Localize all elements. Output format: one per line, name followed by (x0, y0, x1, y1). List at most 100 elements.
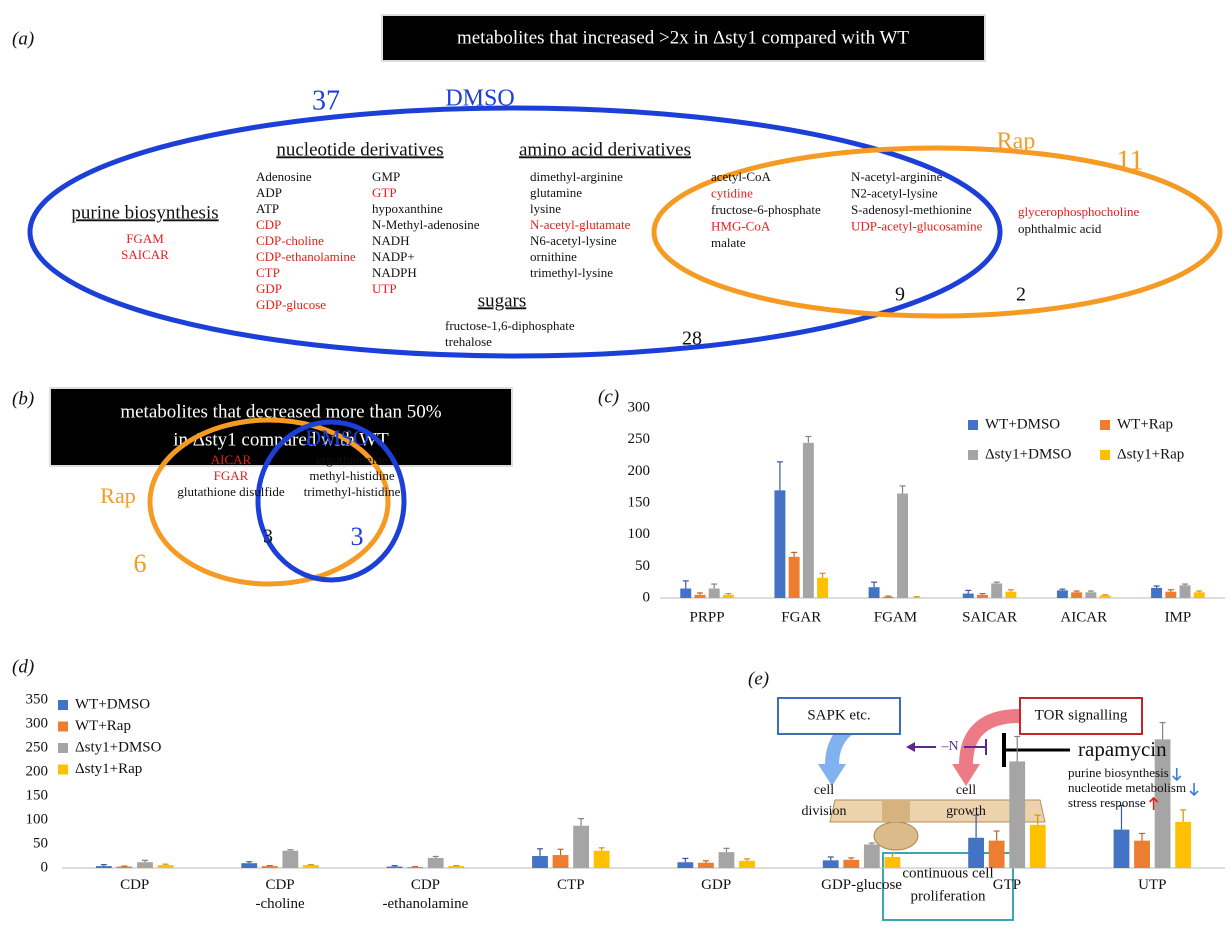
error-bar (1182, 583, 1189, 586)
error-bar (848, 857, 855, 860)
set-dmso (255, 419, 407, 583)
bar (962, 593, 974, 598)
error-bar (1059, 588, 1066, 591)
bar (802, 442, 814, 598)
metabolite: NADPH (372, 265, 417, 280)
x-tick-label: GTP (992, 877, 1022, 893)
y-tick-label: 100 (628, 526, 651, 542)
error-bar (702, 860, 709, 863)
legend-label: Δsty1+Rap (1117, 446, 1184, 462)
y-tick-label: 150 (628, 494, 651, 510)
bar (722, 594, 734, 598)
bar (739, 860, 755, 868)
metabolite: cytidine (711, 185, 753, 200)
metabolite: glycerophosphocholine (1018, 204, 1140, 219)
group-heading: purine biosynthesis (71, 202, 218, 223)
bar (677, 862, 694, 868)
bar (1179, 585, 1191, 598)
bar (448, 866, 465, 868)
error-bar (744, 858, 751, 861)
x-tick-label: PRPP (690, 609, 725, 625)
legend-label: WT+DMSO (75, 696, 150, 712)
y-tick-label: 50 (635, 558, 650, 574)
set-total: 3 (351, 522, 364, 551)
bar (991, 583, 1003, 598)
bar (1085, 592, 1097, 598)
error-bar (1167, 589, 1174, 592)
error-bar (913, 596, 920, 598)
y-tick-label: 50 (33, 835, 48, 851)
legend-label: WT+DMSO (985, 416, 1060, 432)
metabolite: ADP (256, 185, 282, 200)
set-rap (651, 145, 1223, 319)
metabolite: fructose-1,6-diphosphate (445, 318, 575, 333)
bar (1151, 587, 1163, 598)
x-tick-label: CDP -ethanolamine (382, 877, 469, 912)
set-dmso (27, 105, 1003, 359)
inhibition-label: –N (940, 739, 958, 754)
error-bar (1073, 590, 1080, 593)
effect-label: nucleotide metabolism (1068, 780, 1186, 795)
metabolite: FGAR (214, 468, 249, 483)
effect-arrow-head (1149, 796, 1159, 803)
error-bar (776, 461, 783, 491)
set-total: 11 (1117, 145, 1144, 176)
bar (116, 866, 133, 868)
error-bar (682, 857, 689, 863)
x-tick-label: FGAM (874, 609, 917, 625)
bar (1071, 592, 1083, 598)
metabolite: N-acetyl-arginine (851, 169, 943, 184)
panel-label: (e) (748, 668, 769, 689)
x-tick-label: IMP (1165, 609, 1192, 625)
metabolite: trehalose (445, 334, 492, 349)
metabolite: ATP (256, 201, 279, 216)
metabolite: S-adenosyl-methionine (851, 202, 972, 217)
error-bar (993, 830, 1000, 841)
bar (694, 594, 706, 598)
metabolite: UTP (372, 281, 397, 296)
sapk-box (777, 697, 901, 735)
error-bar (1159, 721, 1166, 740)
error-bar (889, 852, 896, 857)
legend-swatch (58, 764, 68, 775)
bar (532, 856, 548, 868)
bar (593, 850, 610, 868)
set-rap (147, 417, 391, 587)
error-bar (965, 589, 972, 594)
bar (708, 588, 720, 598)
bar (407, 867, 424, 868)
y-tick-label: 200 (628, 463, 651, 479)
bar (988, 840, 1005, 868)
metabolite: GTP (372, 185, 397, 200)
metabolite: trimethyl-histidine (304, 484, 401, 499)
error-bar (1087, 590, 1094, 593)
metabolite: GDP-glucose (256, 297, 326, 312)
node-label: continuous cell (902, 865, 993, 881)
bar (386, 866, 403, 868)
metabolite: CDP-ethanolamine (256, 249, 356, 264)
error-bar (973, 814, 980, 838)
bar (884, 856, 901, 868)
legend-label: Δsty1+Rap (75, 761, 142, 777)
bar (1175, 821, 1192, 868)
bar (157, 865, 174, 868)
error-bar (162, 863, 169, 866)
metabolite: NADP+ (372, 249, 415, 264)
error-bar (791, 551, 798, 557)
bar (774, 490, 786, 598)
effect-label: stress response (1068, 795, 1146, 810)
error-bar (868, 842, 875, 845)
legend-label: WT+Rap (75, 718, 131, 734)
bar (968, 837, 985, 868)
region-count: 3 (263, 526, 273, 548)
x-tick-label: CDP (120, 877, 150, 893)
set-total: 6 (134, 549, 147, 578)
metabolite: malate (711, 235, 746, 250)
error-bar (1180, 809, 1187, 822)
error-bar (536, 848, 543, 856)
panel-label: (b) (12, 388, 34, 409)
metabolite: SAICAR (121, 247, 169, 262)
error-bar (819, 572, 826, 578)
error-bar (725, 592, 732, 595)
